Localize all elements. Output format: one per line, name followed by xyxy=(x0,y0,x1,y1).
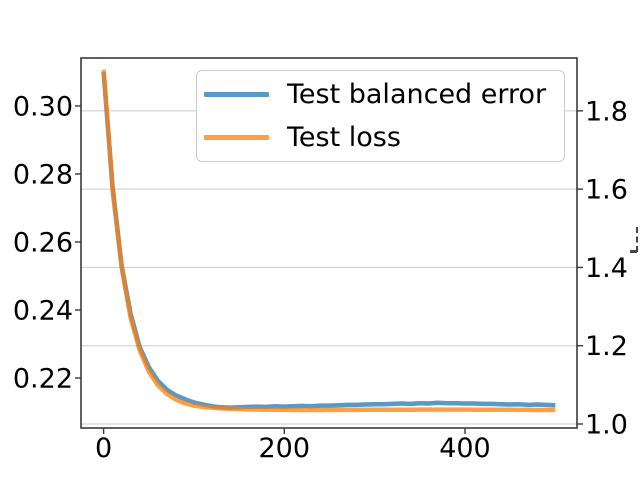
left-tick-label: 0.30 xyxy=(13,91,73,122)
series-line-test-loss xyxy=(101,69,556,413)
left-tick-label: 0.26 xyxy=(13,227,73,258)
series-line-test-balanced-error xyxy=(101,71,556,410)
x-tick-label: 400 xyxy=(439,433,491,464)
legend-item-test-loss: Test loss xyxy=(204,116,556,159)
left-tick-label: 0.28 xyxy=(13,159,73,190)
legend-item-test-balanced-error: Test balanced error xyxy=(204,73,556,116)
legend-label: Test loss xyxy=(287,122,401,153)
right-tick-label: 1.4 xyxy=(585,253,628,284)
right-tick-label: 1.8 xyxy=(585,96,628,127)
right-tick-label: 1.0 xyxy=(585,410,628,441)
x-tick-label: 0 xyxy=(95,433,112,464)
legend-label: Test balanced error xyxy=(287,79,547,110)
left-tick-label: 0.24 xyxy=(13,295,73,326)
right-tick-label: 1.6 xyxy=(585,175,628,206)
axes-frame xyxy=(80,57,578,429)
legend-line-icon xyxy=(204,92,269,97)
left-tick-label: 0.22 xyxy=(13,364,73,395)
legend-line-icon xyxy=(204,135,269,140)
x-tick-label: 200 xyxy=(259,433,311,464)
right-tick-label: 1.2 xyxy=(585,331,628,362)
clipped-right-axis-label-dash xyxy=(630,250,637,253)
clipped-right-axis-label xyxy=(636,227,638,252)
legend: Test balanced error Test loss xyxy=(196,70,565,162)
